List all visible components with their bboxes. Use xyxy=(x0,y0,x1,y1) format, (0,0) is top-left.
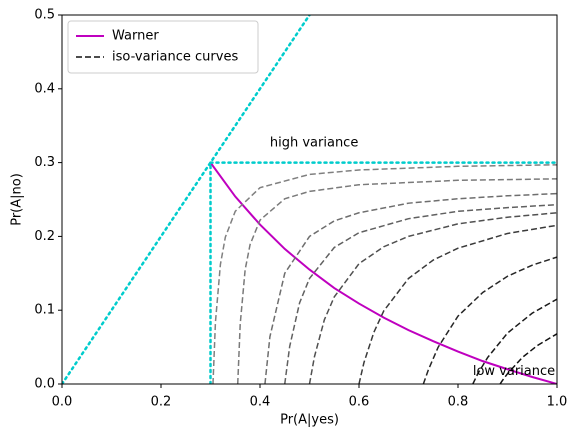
legend-label: iso-variance curves xyxy=(112,50,238,65)
legend-label: Warner xyxy=(112,29,159,44)
x-axis-label: Pr(A|yes) xyxy=(280,413,339,428)
line-series xyxy=(308,212,557,384)
line-series xyxy=(212,164,557,384)
line-series xyxy=(236,178,557,384)
x-tick-label: 0.6 xyxy=(349,395,370,410)
line-series xyxy=(358,224,557,384)
x-tick-label: 0.0 xyxy=(52,395,73,410)
x-tick-label: 0.8 xyxy=(448,395,469,410)
x-tick-label: 0.4 xyxy=(250,395,271,410)
y-tick-label: 0.4 xyxy=(34,81,55,96)
plot-frame xyxy=(61,14,558,385)
line-series xyxy=(264,192,557,384)
x-tick-label: 0.2 xyxy=(151,395,172,410)
y-tick-label: 0.5 xyxy=(34,8,55,23)
y-tick-label: 0.3 xyxy=(34,155,55,170)
line-series xyxy=(209,162,557,384)
y-tick-label: 0.2 xyxy=(34,229,55,244)
line-series xyxy=(62,15,311,384)
line-series xyxy=(472,298,557,384)
x-tick-label: 1.0 xyxy=(547,395,568,410)
plot-lines xyxy=(62,15,557,384)
y-tick-label: 0.1 xyxy=(34,303,55,318)
annotation: high variance xyxy=(270,135,358,150)
y-axis-label: Pr(A|no) xyxy=(10,173,25,226)
legend-box xyxy=(67,20,259,74)
y-tick-label: 0.0 xyxy=(34,377,55,392)
annotation: low variance xyxy=(473,364,555,379)
line-series xyxy=(499,333,557,384)
line-series xyxy=(422,256,557,384)
line-series xyxy=(284,203,557,384)
